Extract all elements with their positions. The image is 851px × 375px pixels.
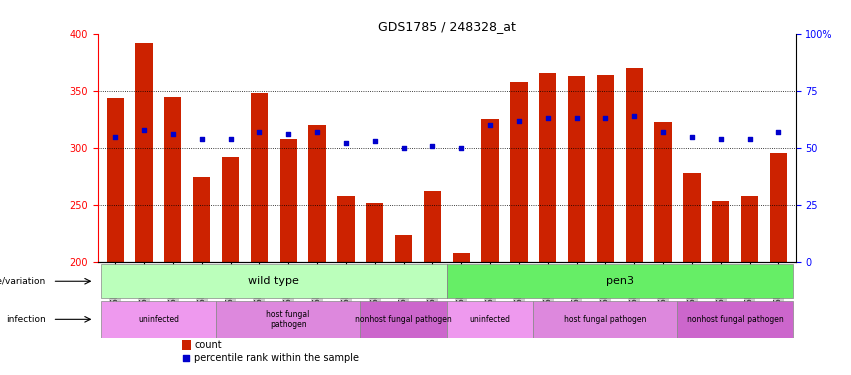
Bar: [597, 75, 614, 262]
Bar: [395, 235, 412, 262]
Bar: [482, 119, 499, 262]
Bar: [534, 301, 677, 338]
Bar: [337, 196, 355, 262]
Text: wild type: wild type: [248, 276, 300, 286]
Text: uninfected: uninfected: [470, 315, 511, 324]
Point: [598, 115, 612, 121]
Bar: [568, 76, 585, 262]
Bar: [222, 157, 239, 262]
Point: [569, 115, 583, 121]
Point: [772, 129, 785, 135]
Bar: [100, 301, 216, 338]
Text: genotype/variation: genotype/variation: [0, 277, 46, 286]
Point: [195, 136, 208, 142]
Text: nonhost fungal pathogen: nonhost fungal pathogen: [687, 315, 784, 324]
Text: host fungal pathogen: host fungal pathogen: [564, 315, 647, 324]
Text: pen3: pen3: [606, 276, 634, 286]
Point: [368, 138, 381, 144]
Text: infection: infection: [6, 315, 46, 324]
Bar: [625, 68, 643, 262]
Point: [483, 122, 497, 128]
Point: [426, 143, 439, 149]
Title: GDS1785 / 248328_at: GDS1785 / 248328_at: [378, 20, 516, 33]
Text: uninfected: uninfected: [138, 315, 179, 324]
Point: [311, 129, 324, 135]
Point: [166, 131, 180, 137]
Point: [627, 113, 641, 119]
Point: [282, 131, 295, 137]
Text: nonhost fungal pathogen: nonhost fungal pathogen: [355, 315, 452, 324]
Bar: [741, 196, 758, 262]
Bar: [453, 253, 470, 262]
Point: [743, 136, 757, 142]
Point: [512, 118, 526, 124]
Bar: [424, 191, 441, 262]
Text: host fungal
pathogen: host fungal pathogen: [266, 310, 310, 329]
Bar: [511, 82, 528, 262]
Text: count: count: [194, 340, 222, 350]
Bar: [447, 301, 534, 338]
Bar: [539, 73, 557, 262]
Bar: [135, 43, 152, 262]
Point: [137, 127, 151, 133]
Point: [224, 136, 237, 142]
Text: percentile rank within the sample: percentile rank within the sample: [194, 353, 359, 363]
Point: [714, 136, 728, 142]
Point: [179, 355, 192, 361]
Point: [685, 134, 699, 140]
Point: [454, 145, 468, 151]
Point: [541, 115, 555, 121]
Bar: [279, 139, 297, 262]
Bar: [654, 122, 671, 262]
Bar: [770, 153, 787, 262]
Bar: [308, 125, 326, 262]
Bar: [100, 264, 447, 298]
Bar: [193, 177, 210, 262]
Point: [397, 145, 410, 151]
Bar: [181, 340, 191, 350]
Bar: [712, 201, 729, 262]
Bar: [164, 97, 181, 262]
Bar: [251, 93, 268, 262]
Bar: [677, 301, 793, 338]
Bar: [366, 203, 383, 262]
Bar: [106, 98, 123, 262]
Point: [108, 134, 122, 140]
Bar: [447, 264, 793, 298]
Point: [656, 129, 670, 135]
Point: [253, 129, 266, 135]
Point: [339, 140, 352, 146]
Bar: [683, 173, 700, 262]
Bar: [216, 301, 360, 338]
Bar: [360, 301, 447, 338]
